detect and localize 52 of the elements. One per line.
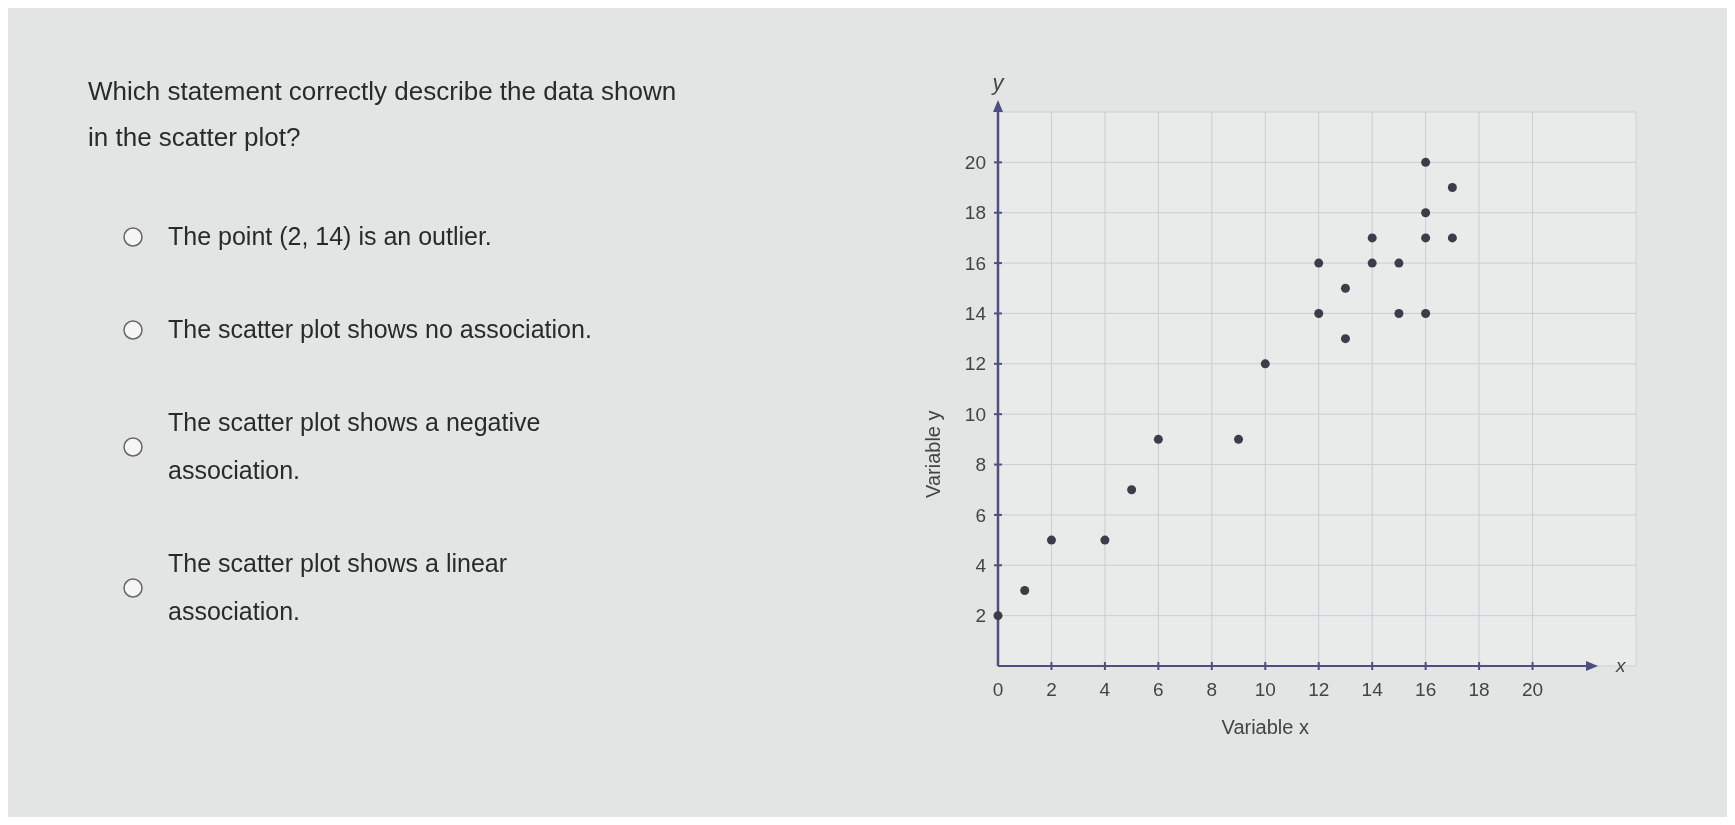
point: [1314, 258, 1324, 268]
x-tick-label: 16: [1415, 679, 1437, 700]
y-tick-label: 10: [964, 403, 986, 425]
point: [1421, 208, 1431, 218]
y-tick-label: 4: [975, 554, 987, 576]
point: [1340, 283, 1350, 293]
point: [1340, 334, 1350, 344]
point: [1100, 535, 1110, 545]
x-tick-label: 10: [1254, 679, 1276, 700]
x-tick-label: 12: [1308, 679, 1330, 700]
text: The point (2, 14) is an outlier.: [168, 222, 492, 250]
x-tick-label: 4: [1099, 679, 1111, 700]
x-tick-label: 2: [1046, 679, 1057, 700]
point: [1046, 535, 1056, 545]
x-axis-title: Variable x: [1221, 716, 1309, 738]
text: Which statement correctly describe the data shown in the scatter plot?: [88, 76, 677, 152]
text: x: [1615, 655, 1627, 676]
point: [1421, 308, 1431, 318]
point: [1367, 258, 1377, 268]
point: [1234, 434, 1244, 444]
y-tick-label: 18: [964, 202, 986, 224]
x-tick-label: 20: [1521, 679, 1544, 700]
point: [1314, 308, 1324, 318]
text: y: [990, 70, 1006, 95]
text: The scatter plot shows a negative association.: [168, 408, 541, 484]
point: [1260, 359, 1270, 369]
x-tick-label: 8: [1206, 679, 1218, 700]
point: [1421, 157, 1431, 167]
point: [1153, 434, 1163, 444]
y-tick-label: 20: [964, 152, 986, 174]
point: [1367, 233, 1377, 243]
point: [1447, 183, 1457, 193]
point: [1447, 233, 1457, 243]
y-tick-label: 2: [975, 605, 986, 627]
y-tick-label: 14: [964, 303, 987, 325]
x-tick-label: 14: [1361, 679, 1384, 700]
text: The scatter plot shows no association.: [168, 315, 592, 343]
point: [993, 611, 1003, 621]
point: [1127, 485, 1137, 495]
point: [1421, 233, 1431, 243]
point: [1394, 258, 1404, 268]
x-tick-label: 0: [992, 679, 1004, 700]
y-axis-title: Variable y: [922, 410, 944, 498]
y-tick-label: 16: [964, 252, 986, 274]
text: The scatter plot shows a linear association.: [168, 549, 508, 625]
point: [1020, 585, 1030, 595]
y-tick-label: 8: [975, 454, 986, 476]
y-tick-label: 12: [964, 353, 986, 375]
point: [1394, 308, 1404, 318]
x-tick-label: 6: [1153, 679, 1164, 700]
y-tick-label: 6: [975, 504, 986, 526]
x-tick-label: 18: [1468, 679, 1490, 700]
